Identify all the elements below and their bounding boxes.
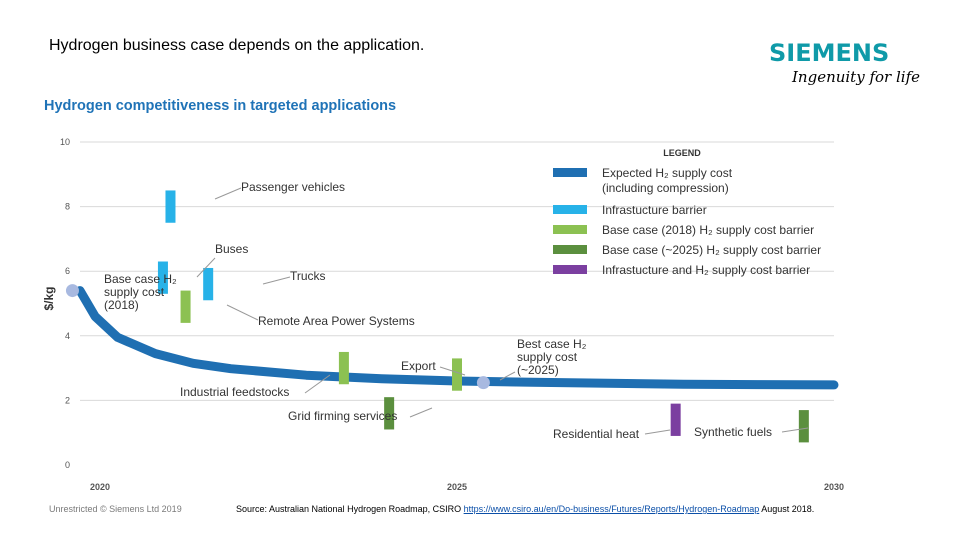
barrier-bar-export [452,358,462,391]
legend-label-supply-line-2: (including compression) [602,181,729,195]
footer-classification: Unrestricted © Siemens Ltd 2019 [49,504,182,514]
y-tick-label-0: 0 [65,460,70,470]
barrier-label-buses: Buses [215,242,248,256]
y-tick-label-8: 8 [65,202,70,212]
footer-source-prefix: Source: Australian National Hydrogen Roa… [236,504,464,514]
barrier-bar-industrial-feedstocks [338,351,349,385]
leader-grid-firming-services [409,407,433,418]
slide-title: Hydrogen business case depends on the ap… [49,37,425,54]
chart-title: Hydrogen competitiveness in targeted app… [44,98,397,114]
y-tick-label-4: 4 [65,331,70,341]
barrier-bar-trucks [203,267,214,301]
legend-swatch-base2018 [553,225,587,234]
leader-remote-area-power-systems [226,304,259,321]
legend-label-supply: Expected H₂ supply cost [602,166,733,180]
legend-swatch-base2025 [553,245,587,254]
legend-label-base2025: Base case (~2025) H₂ supply cost barrier [602,243,821,257]
footer-source-suffix: August 2018. [759,504,815,514]
highlight-point-1 [65,284,79,298]
chart-canvas: 0 2 4 6 8 10 2020 2025 2030 $/kg Passenger vehicle… [42,137,844,492]
x-tick-label-2020: 2020 [90,482,110,492]
y-tick-label-6: 6 [65,266,70,276]
siemens-logo: SIEMENS [769,39,890,67]
legend-swatch-supply [553,168,587,177]
legend-label-infrastructure: Infrastucture barrier [602,203,707,217]
x-tick-label-2025: 2025 [447,482,467,492]
footer-source-link[interactable]: https://www.csiro.au/en/Do-business/Futu… [463,504,760,514]
barrier-label-industrial-feedstocks: Industrial feedstocks [180,385,289,399]
barrier-label-grid-firming-services: Grid firming services [288,409,397,423]
leader-export [439,366,466,376]
barrier-bar-remote-area-power-systems [180,290,191,323]
highlight-point-label-2-line-1: Best case H₂ [517,337,587,351]
barrier-label-passenger-vehicles: Passenger vehicles [241,180,345,194]
barrier-label-export: Export [401,359,436,373]
leader-trucks [262,276,291,285]
barrier-bar-residential-heat [670,403,681,436]
leader-industrial-feedstocks [304,374,331,394]
barrier-label-remote-area-power-systems: Remote Area Power Systems [258,314,415,328]
leader-passenger-vehicles [214,187,242,200]
y-axis-label: $/kg [42,286,56,310]
legend-swatch-infra_supply [553,265,587,274]
legend-label-infra_supply: Infrastucture and H₂ supply cost barrier [602,263,810,277]
highlight-point-label-1-line-3: (2018) [104,298,139,312]
legend-swatch-infrastructure [553,205,587,214]
highlight-point-label-2-line-3: (~2025) [517,363,559,377]
siemens-tagline: Ingenuity for life [792,68,920,86]
leader-buses [196,257,216,278]
legend-title: LEGEND [663,148,701,158]
footer-source: Source: Australian National Hydrogen Roa… [236,504,814,514]
barrier-bar-buses [157,261,168,294]
barrier-bar-grid-firming-services [384,397,395,430]
barrier-bar-passenger-vehicles [165,190,176,223]
legend-label-base2018: Base case (2018) H₂ supply cost barrier [602,223,814,237]
highlight-point-2 [476,376,490,390]
highlight-point-label-1-line-2: supply cost [104,285,165,299]
barrier-label-synthetic-fuels: Synthetic fuels [694,425,772,439]
highlight-point-label-1-line-1: Base case H₂ [104,272,177,286]
y-tick-label-10: 10 [60,137,70,147]
leader-synthetic-fuels [781,427,809,433]
x-tick-label-2030: 2030 [824,482,844,492]
highlight-point-label-2-line-2: supply cost [517,350,578,364]
barrier-bar-synthetic-fuels [798,410,809,443]
point-leader-2 [499,371,516,381]
y-tick-label-2: 2 [65,395,70,405]
barrier-label-trucks: Trucks [290,269,326,283]
barrier-label-residential-heat: Residential heat [553,427,640,441]
leader-residential-heat [644,429,671,435]
